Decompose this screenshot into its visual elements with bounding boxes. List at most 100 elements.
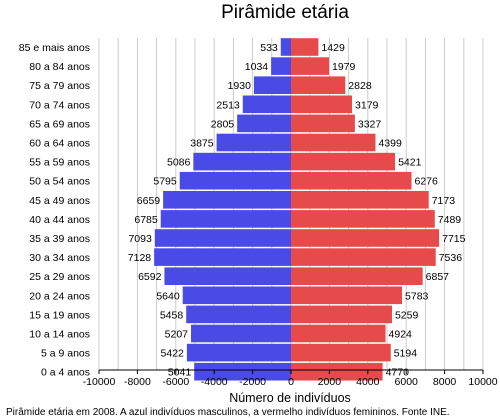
female-bar [291, 95, 353, 114]
male-value-label: 6592 [138, 271, 162, 283]
male-bar [160, 210, 291, 228]
x-tick-label: 0 [288, 376, 294, 388]
female-value-label: 1979 [332, 61, 356, 73]
female-bar [291, 229, 440, 247]
female-bar [291, 286, 403, 305]
male-bar [237, 114, 291, 133]
female-value-label: 7536 [439, 252, 463, 264]
male-value-label: 5086 [167, 157, 191, 169]
female-value-label: 2828 [348, 80, 372, 92]
male-value-label: 6659 [137, 195, 161, 207]
female-bar [291, 362, 383, 381]
category-label: 0 a 4 anos [41, 367, 90, 379]
x-axis: -10000 -8000 -6000 -4000 -2000 0 2000 4000 6000 8… [83, 369, 498, 388]
male-bar [179, 171, 291, 190]
x-tick-label: -6000 [162, 376, 189, 388]
male-value-label: 5422 [161, 348, 185, 360]
male-value-label: 1034 [245, 61, 269, 73]
male-bar [186, 305, 291, 324]
female-bar [291, 38, 319, 56]
female-bar [291, 343, 391, 362]
category-label: 50 a 54 anos [29, 176, 90, 188]
x-tick-label: -4000 [201, 376, 228, 388]
male-bar [186, 343, 291, 362]
female-bar [291, 324, 386, 343]
female-value-label: 3179 [355, 99, 379, 111]
x-tick-label: -2000 [239, 376, 266, 388]
male-value-label: 6785 [134, 214, 158, 226]
male-value-label: 3875 [190, 138, 214, 150]
female-bar [291, 171, 412, 190]
male-bar [154, 248, 291, 266]
female-bar [291, 57, 329, 75]
category-labels: 85 e mais anos 80 a 84 anos 75 a 79 anos 70… [19, 42, 90, 379]
category-label: 30 a 34 anos [29, 252, 90, 264]
female-bar [291, 248, 436, 266]
bars [154, 38, 440, 381]
female-value-label: 1429 [321, 42, 345, 54]
category-label: 35 a 39 anos [29, 233, 90, 245]
category-label: 85 e mais anos [19, 42, 90, 54]
x-axis-title: Número de indivíduos [229, 391, 351, 405]
female-bar [291, 305, 392, 324]
category-label: 15 a 19 anos [29, 309, 90, 321]
category-label: 10 a 14 anos [29, 329, 90, 341]
male-value-label: 5795 [153, 176, 177, 188]
category-label: 80 a 84 anos [29, 61, 90, 73]
male-bar [194, 362, 291, 381]
male-bar [193, 152, 291, 171]
x-tick-label: 6000 [395, 376, 419, 388]
female-bar [291, 152, 396, 171]
x-tick-label: 4000 [356, 376, 380, 388]
female-bar [291, 76, 346, 94]
female-bar [291, 133, 376, 152]
female-value-label: 5194 [394, 348, 418, 360]
x-tick-label: 10000 [468, 376, 497, 388]
female-value-label: 4924 [389, 329, 413, 341]
category-label: 65 a 69 anos [29, 118, 90, 130]
male-bar [182, 286, 291, 305]
male-bar [191, 324, 291, 343]
category-label: 70 a 74 anos [29, 99, 90, 111]
category-label: 25 a 29 anos [29, 271, 90, 283]
male-value-label: 5640 [156, 290, 180, 302]
male-value-label: 7093 [128, 233, 152, 245]
male-bar [253, 76, 291, 94]
male-bar [271, 57, 291, 75]
x-tick-label: 8000 [433, 376, 457, 388]
category-label: 75 a 79 anos [29, 80, 90, 92]
female-value-label: 5783 [405, 290, 429, 302]
male-value-label: 7128 [128, 252, 152, 264]
female-value-label: 5421 [398, 157, 422, 169]
male-bar [242, 95, 291, 114]
male-value-label: 5207 [165, 329, 189, 341]
female-value-label: 5259 [395, 309, 419, 321]
x-tick-label: -10000 [83, 376, 116, 388]
male-bar [216, 133, 291, 152]
female-value-label: 3327 [358, 118, 382, 130]
male-bar [280, 38, 291, 56]
category-label: 55 a 59 anos [29, 157, 90, 169]
x-tick-label: 2000 [318, 376, 342, 388]
male-bar [164, 267, 291, 285]
chart-title: Pirâmide etária [221, 2, 349, 23]
female-value-label: 4399 [378, 138, 402, 150]
male-bar [163, 191, 291, 209]
female-value-label: 7715 [442, 233, 466, 245]
female-value-label: 6276 [414, 176, 438, 188]
male-value-label: 2805 [211, 118, 235, 130]
category-label: 60 a 64 anos [29, 138, 90, 150]
x-tick-label: -8000 [124, 376, 151, 388]
chart-caption: Pirâmide etária em 2008. A azul indivídu… [6, 407, 450, 418]
category-label: 20 a 24 anos [29, 290, 90, 302]
male-value-label: 5458 [160, 309, 184, 321]
female-bar [291, 210, 435, 228]
female-value-label: 7489 [438, 214, 462, 226]
female-value-label: 6857 [426, 271, 450, 283]
category-label: 45 a 49 anos [29, 195, 90, 207]
male-value-label: 533 [260, 42, 278, 54]
female-bar [291, 191, 429, 209]
female-bar [291, 114, 355, 133]
male-value-label: 1930 [228, 80, 252, 92]
female-value-label: 7173 [432, 195, 456, 207]
